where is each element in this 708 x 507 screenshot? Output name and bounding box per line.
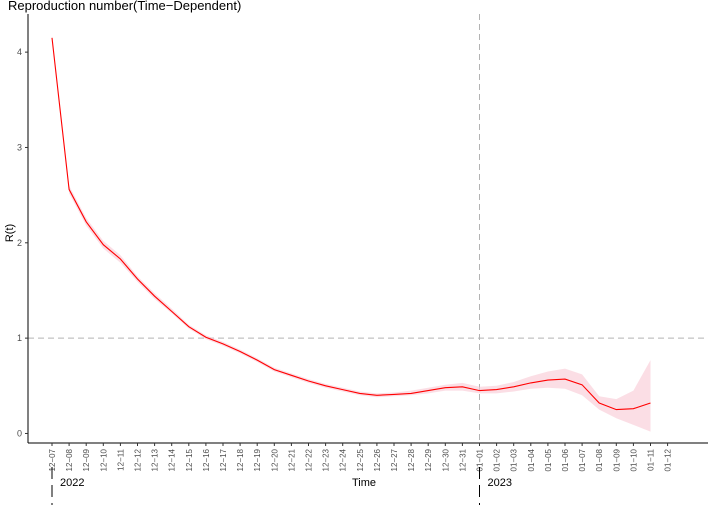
x-axis-label: Time (352, 477, 376, 489)
x-tick-label: 12−15 (185, 448, 194, 471)
reference-lines (28, 14, 708, 443)
x-tick-label: 01−05 (544, 448, 553, 471)
x-tick-label: 12−13 (151, 448, 160, 471)
y-tick-label: 4 (17, 47, 22, 57)
x-tick-label: 12−09 (82, 448, 91, 471)
x-tick-label: 01−01 (476, 448, 485, 471)
series-line (51, 37, 651, 411)
x-axis-ticks: 12−07 12−08 12−09 12−10 12−11 12−12 12−13 12−14… (48, 443, 673, 471)
confidence-band (52, 37, 651, 432)
y-tick-label: 1 (17, 333, 22, 343)
x-tick-label: 12−24 (339, 448, 348, 471)
x-tick-label: 01−09 (612, 448, 621, 471)
x-tick-label: 12−19 (253, 448, 262, 471)
x-tick-label: 01−08 (595, 448, 604, 471)
x-tick-label: 12−20 (270, 448, 279, 471)
x-tick-label: 12−26 (373, 448, 382, 471)
x-tick-label: 01−11 (647, 448, 656, 470)
year-labels: 2022 2023 (51, 467, 512, 505)
x-tick-label: 12−31 (458, 448, 467, 471)
x-tick-label: 12−17 (219, 448, 228, 471)
x-tick-label: 12−29 (424, 448, 433, 471)
x-tick-label: 12−07 (48, 448, 57, 471)
x-tick-label: 12−30 (441, 448, 450, 471)
x-tick-label: 12−25 (356, 448, 365, 471)
x-tick-label: 12−28 (407, 448, 416, 471)
x-tick-label: 01−10 (629, 448, 638, 471)
x-tick-label: 12−22 (305, 448, 314, 471)
y-tick-label: 2 (17, 238, 22, 248)
x-tick-label: 12−23 (322, 448, 331, 471)
y-tick-label: 0 (17, 428, 22, 438)
x-tick-label: 01−03 (510, 448, 519, 471)
x-tick-label: 01−12 (664, 448, 673, 471)
y-axis-ticks: 0 1 2 3 4 (17, 47, 28, 438)
x-tick-label: 12−21 (287, 448, 296, 471)
x-tick-label: 01−06 (561, 448, 570, 471)
x-tick-label: 12−11 (116, 448, 125, 470)
year-label: 2023 (488, 477, 512, 489)
y-axis-label: R(t) (4, 224, 16, 242)
axes (27, 14, 708, 444)
year-label: 2022 (60, 477, 84, 489)
x-tick-label: 12−16 (202, 448, 211, 471)
x-tick-label: 01−02 (493, 448, 502, 471)
y-tick-label: 3 (17, 142, 22, 152)
chart-title: Reproduction number(Time−Dependent) (8, 0, 242, 13)
x-tick-label: 12−08 (65, 448, 74, 471)
x-tick-label: 12−27 (390, 448, 399, 471)
x-tick-label: 12−12 (134, 448, 143, 471)
x-tick-label: 01−07 (578, 448, 587, 471)
x-tick-label: 12−18 (236, 448, 245, 471)
x-tick-label: 12−14 (168, 448, 177, 471)
x-tick-label: 12−10 (99, 448, 108, 471)
x-tick-label: 01−04 (527, 448, 536, 471)
